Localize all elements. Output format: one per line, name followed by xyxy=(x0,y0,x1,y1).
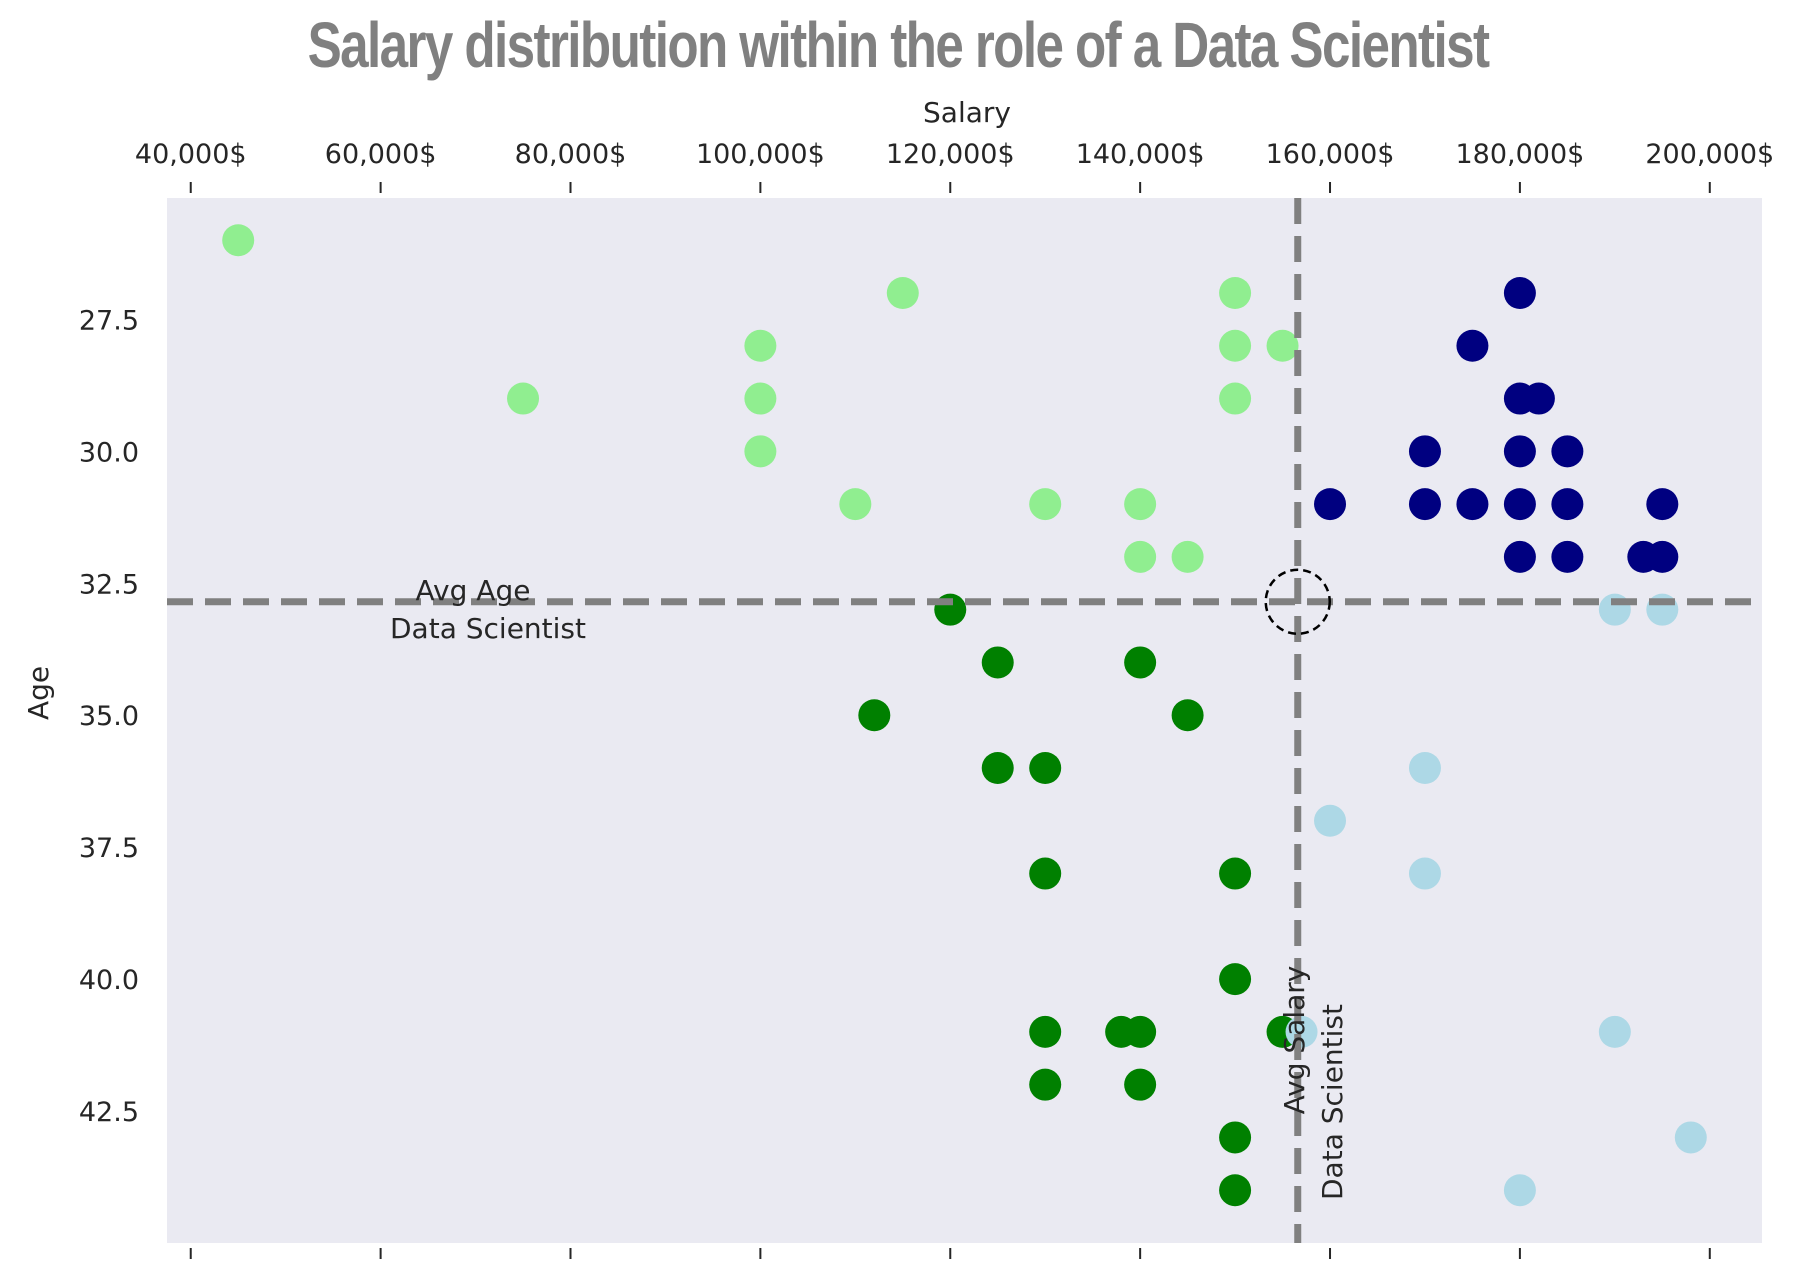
data-point xyxy=(222,224,255,257)
data-point xyxy=(1551,488,1584,521)
data-point xyxy=(1219,857,1252,890)
x-tick-label: 120,000$ xyxy=(886,139,1015,170)
data-point xyxy=(1124,540,1157,573)
y-tick-label: 30.0 xyxy=(79,437,139,468)
data-point xyxy=(1408,435,1441,468)
data-point xyxy=(1408,857,1441,890)
y-tick-label: 27.5 xyxy=(79,305,139,336)
data-point xyxy=(744,435,777,468)
y-tick-label: 40.0 xyxy=(79,965,139,996)
data-point xyxy=(1551,435,1584,468)
data-point xyxy=(744,382,777,415)
x-tick-label: 40,000$ xyxy=(135,139,247,170)
data-point xyxy=(1408,752,1441,784)
data-point xyxy=(886,277,919,309)
data-point xyxy=(1219,329,1252,362)
x-tick-label: 180,000$ xyxy=(1455,139,1584,170)
data-point xyxy=(1598,1015,1631,1048)
data-point xyxy=(1408,488,1441,521)
x-tick-label: 200,000$ xyxy=(1645,139,1774,170)
avg-salary-annotation-group: Avg Salary Data Scientist xyxy=(1278,966,1349,1200)
data-point xyxy=(1219,1121,1252,1154)
data-point xyxy=(1219,963,1252,996)
data-point xyxy=(1646,540,1679,573)
intersection-marker xyxy=(1264,568,1331,635)
data-point xyxy=(507,382,540,415)
data-point xyxy=(1171,540,1204,573)
data-point xyxy=(1456,329,1489,362)
data-point xyxy=(1503,540,1536,573)
data-point xyxy=(858,699,891,732)
x-tick-label: 100,000$ xyxy=(696,139,825,170)
y-tick-label: 32.5 xyxy=(79,569,139,600)
data-point xyxy=(1029,752,1062,784)
data-point xyxy=(1285,1015,1318,1048)
data-point xyxy=(744,329,777,362)
data-point xyxy=(1503,277,1536,309)
data-point xyxy=(1503,488,1536,521)
data-point xyxy=(1674,1121,1707,1154)
data-point xyxy=(1503,1174,1536,1207)
x-tick-label: 160,000$ xyxy=(1266,139,1395,170)
data-point xyxy=(1124,1015,1157,1048)
data-point xyxy=(1314,804,1347,837)
avg-salary-annotation: Avg Salary xyxy=(1278,966,1311,1115)
y-tick-label: 42.5 xyxy=(79,1097,139,1128)
chart-title: Salary distribution within the role of a… xyxy=(307,9,1490,81)
data-point xyxy=(1029,1068,1062,1101)
data-point xyxy=(1029,857,1062,890)
avg-age-annotation-2: Data Scientist xyxy=(390,612,586,645)
data-point xyxy=(1124,1068,1157,1101)
x-tick-label: 60,000$ xyxy=(325,139,437,170)
data-point xyxy=(1124,646,1157,679)
data-point xyxy=(1503,435,1536,468)
data-point xyxy=(1219,382,1252,415)
data-point xyxy=(1266,329,1299,362)
data-point xyxy=(1646,488,1679,521)
data-point xyxy=(1219,277,1252,309)
x-tick-label: 140,000$ xyxy=(1076,139,1205,170)
data-point xyxy=(1522,382,1555,415)
avg-age-annotation: Avg Age xyxy=(416,574,531,607)
data-point xyxy=(1171,699,1204,732)
x-axis-label: Salary xyxy=(923,96,1011,129)
data-point xyxy=(839,488,872,521)
data-point xyxy=(1124,488,1157,521)
avg-salary-annotation-2: Data Scientist xyxy=(1316,1004,1349,1200)
data-point xyxy=(1029,488,1062,521)
data-point xyxy=(1551,540,1584,573)
data-point xyxy=(981,752,1014,784)
data-point xyxy=(1456,488,1489,521)
x-tick-label: 80,000$ xyxy=(515,139,627,170)
data-point xyxy=(1314,488,1347,521)
y-tick-label: 37.5 xyxy=(79,833,139,864)
data-point xyxy=(1219,1174,1252,1207)
y-tick-label: 35.0 xyxy=(79,701,139,732)
plot-background xyxy=(167,198,1762,1243)
data-point xyxy=(1029,1015,1062,1048)
data-point xyxy=(981,646,1014,679)
